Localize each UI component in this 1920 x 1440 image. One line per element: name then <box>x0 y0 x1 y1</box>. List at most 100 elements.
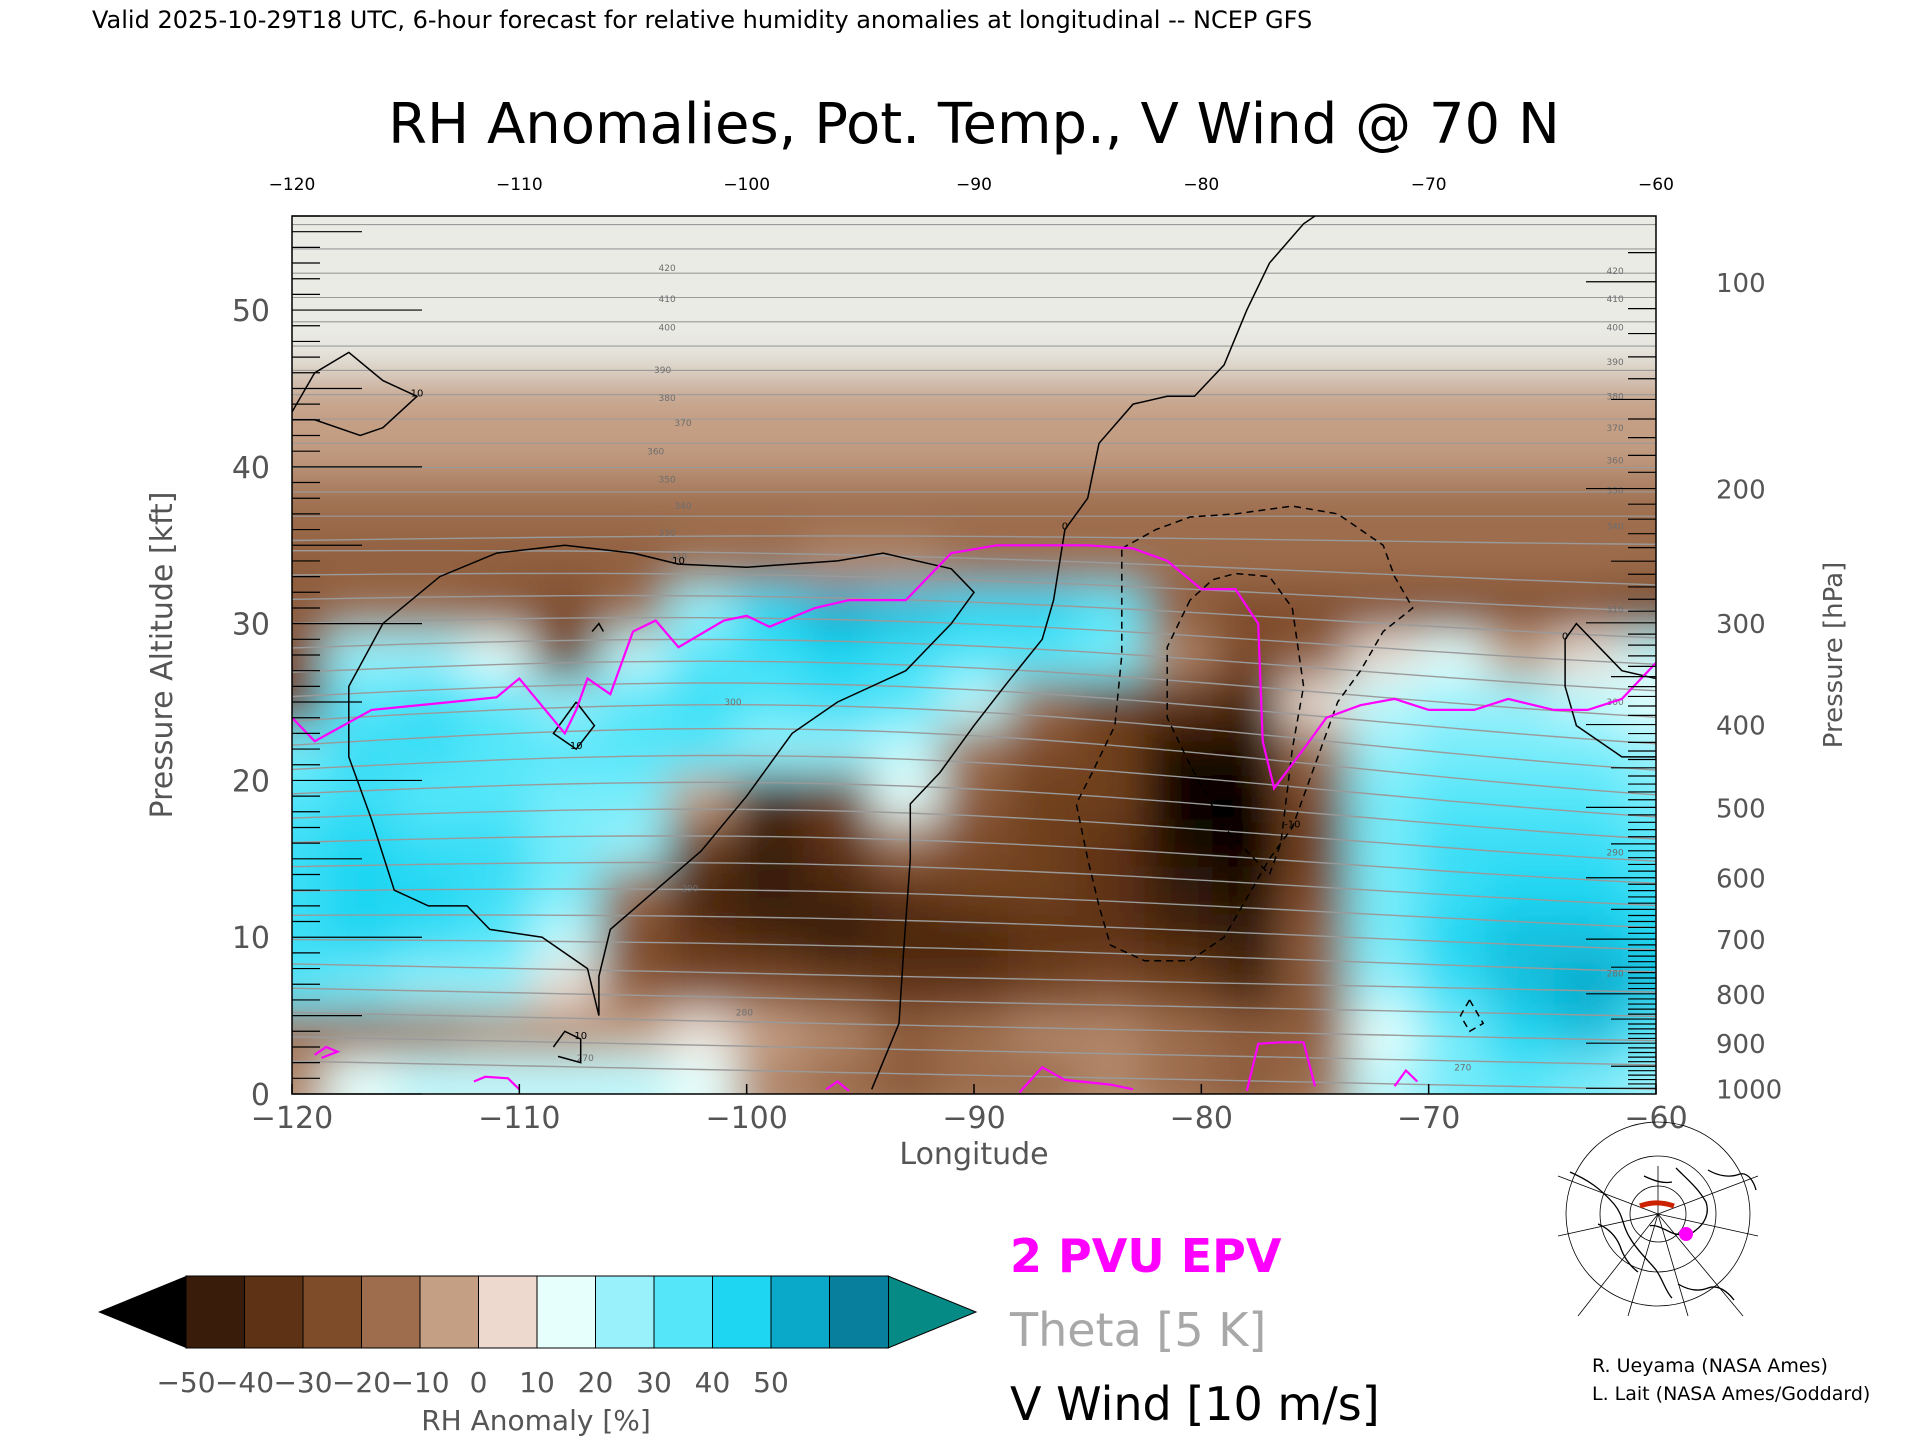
inset-locator-map <box>1557 1121 1759 1317</box>
rh-field-cell <box>598 866 669 915</box>
rh-field-cell <box>1076 1054 1146 1094</box>
pvu-contour-fragment <box>473 1075 521 1091</box>
theta-label: 280 <box>1607 969 1624 979</box>
x-tick-label: −100 <box>705 1101 787 1136</box>
x-tick-label-top: −70 <box>1411 175 1447 195</box>
theta-label: 360 <box>1607 457 1624 467</box>
pressure-tick-label: 900 <box>1716 1030 1766 1060</box>
rh-field-cell <box>1349 1054 1419 1094</box>
rh-field-cell <box>1280 216 1351 374</box>
x-tick-label: −110 <box>478 1101 560 1136</box>
theta-contour-line <box>292 682 1656 745</box>
rh-field-cell <box>735 913 805 962</box>
v-wind-contour <box>1459 999 1485 1033</box>
theta-label: 380 <box>1607 392 1624 402</box>
rh-field-cell <box>1008 819 1078 868</box>
y-tick-label: 10 <box>232 921 270 956</box>
v-wind-contour <box>552 1030 582 1064</box>
pvu-contour-fragment <box>825 1080 850 1092</box>
rh-field-cell <box>1212 372 1282 476</box>
chart-title: RH Anomalies, Pot. Temp., V Wind @ 70 N <box>388 92 1560 157</box>
theta-contour-line <box>292 963 1656 993</box>
colorbar-low-arrow <box>98 1276 186 1348</box>
colorbar-tick-label: 20 <box>578 1366 614 1399</box>
theta-contour-line <box>292 535 1656 545</box>
colorbar-tick-label: 0 <box>470 1366 488 1399</box>
theta-contour-line <box>292 808 1656 862</box>
rh-field-cell <box>803 960 873 1009</box>
pvu-contour-fragment <box>1245 1041 1317 1092</box>
rh-field-cell <box>1485 1054 1555 1094</box>
rh-field-cell <box>803 913 873 962</box>
rh-field-cell <box>462 819 532 868</box>
rh-field-cell <box>667 913 737 962</box>
rh-field-cell <box>598 960 669 1009</box>
rh-field-cell <box>530 1054 600 1094</box>
rh-field-cell <box>1280 474 1351 539</box>
x-tick-label-top: −60 <box>1638 175 1674 195</box>
rh-field-cell <box>1008 866 1078 915</box>
theta-contour-line <box>292 888 1656 929</box>
rh-field-cell <box>1485 1007 1555 1056</box>
rh-field-cell <box>326 772 396 821</box>
rh-field-cell <box>462 1007 532 1056</box>
rh-field-cell <box>1349 1007 1419 1056</box>
rh-field-cell <box>1621 772 1656 821</box>
rh-field-cell <box>1144 866 1214 915</box>
rh-field-cell <box>1485 819 1555 868</box>
rh-field-cell <box>462 537 532 586</box>
colorbar-swatch <box>770 1275 831 1349</box>
rh-field-cell <box>598 725 669 774</box>
rh-field-cell <box>803 1054 873 1094</box>
colorbar-swatch <box>361 1275 421 1349</box>
x-tick-label-top: −110 <box>496 175 543 195</box>
theta-label: 370 <box>674 419 691 429</box>
colorbar-tick-label: −40 <box>215 1366 274 1399</box>
rh-field-cell <box>394 474 464 539</box>
rh-field-cell <box>530 960 600 1009</box>
rh-field-cell <box>1349 216 1419 374</box>
x-axis-bottom: −120 −110 −100 −90 −80 −70 −60 <box>251 1084 1688 1136</box>
pvu-contours <box>292 544 1656 1094</box>
rh-field-cell <box>871 584 941 633</box>
valid-time-header: Valid 2025-10-29T18 UTC, 6-hour forecast… <box>92 6 1312 34</box>
rh-field-cell <box>871 631 941 680</box>
theta-label: 390 <box>1607 358 1624 368</box>
rh-field-cell <box>667 584 737 633</box>
v-wind-contour-label: 10 <box>574 1031 587 1042</box>
rh-field-cell <box>394 372 464 476</box>
x-axis-label: Longitude <box>899 1137 1048 1172</box>
rh-field-cell <box>1553 866 1623 915</box>
rh-field-cell <box>1076 372 1146 476</box>
rh-field-cell <box>1621 474 1656 539</box>
colorbar-tick-label: 40 <box>695 1366 731 1399</box>
rh-field-cell <box>1417 866 1487 915</box>
theta-contours: 420 410 400 390 380 370 360 350 340 330 320 300 290 2… <box>292 224 1656 1090</box>
rh-field-cell <box>1485 725 1555 774</box>
rh-field-cell <box>1621 584 1656 633</box>
rh-field-cell <box>667 678 737 727</box>
rh-field-cell <box>598 537 669 586</box>
theta-contour-line <box>292 938 1656 973</box>
credit-line-2: L. Lait (NASA Ames/Goddard) <box>1592 1383 1870 1405</box>
rh-field-cell <box>598 819 669 868</box>
v-wind-contour-label: 0 <box>1562 631 1568 642</box>
rh-field-cell <box>1008 372 1078 476</box>
rh-field-cell <box>598 678 669 727</box>
pressure-tick-label: 500 <box>1716 794 1766 824</box>
rh-field-cell <box>1417 372 1487 476</box>
pvu-contour-fragment <box>1393 1068 1419 1087</box>
rh-field-cell <box>1621 960 1656 1009</box>
rh-field-cell <box>667 631 737 680</box>
colorbar-tick-label: −50 <box>156 1366 215 1399</box>
pressure-tick-label: 200 <box>1716 476 1766 506</box>
rh-field-cell <box>1280 372 1351 476</box>
rh-field-cell <box>1144 474 1214 539</box>
theta-label: 300 <box>1607 698 1624 708</box>
rh-field-cell <box>667 372 737 476</box>
rh-field-cell <box>803 725 873 774</box>
rh-field-cell <box>326 216 396 374</box>
v-wind-contour-label: 10 <box>570 741 583 752</box>
theta-label: 330 <box>659 529 676 539</box>
rh-field-cell <box>1417 584 1487 633</box>
